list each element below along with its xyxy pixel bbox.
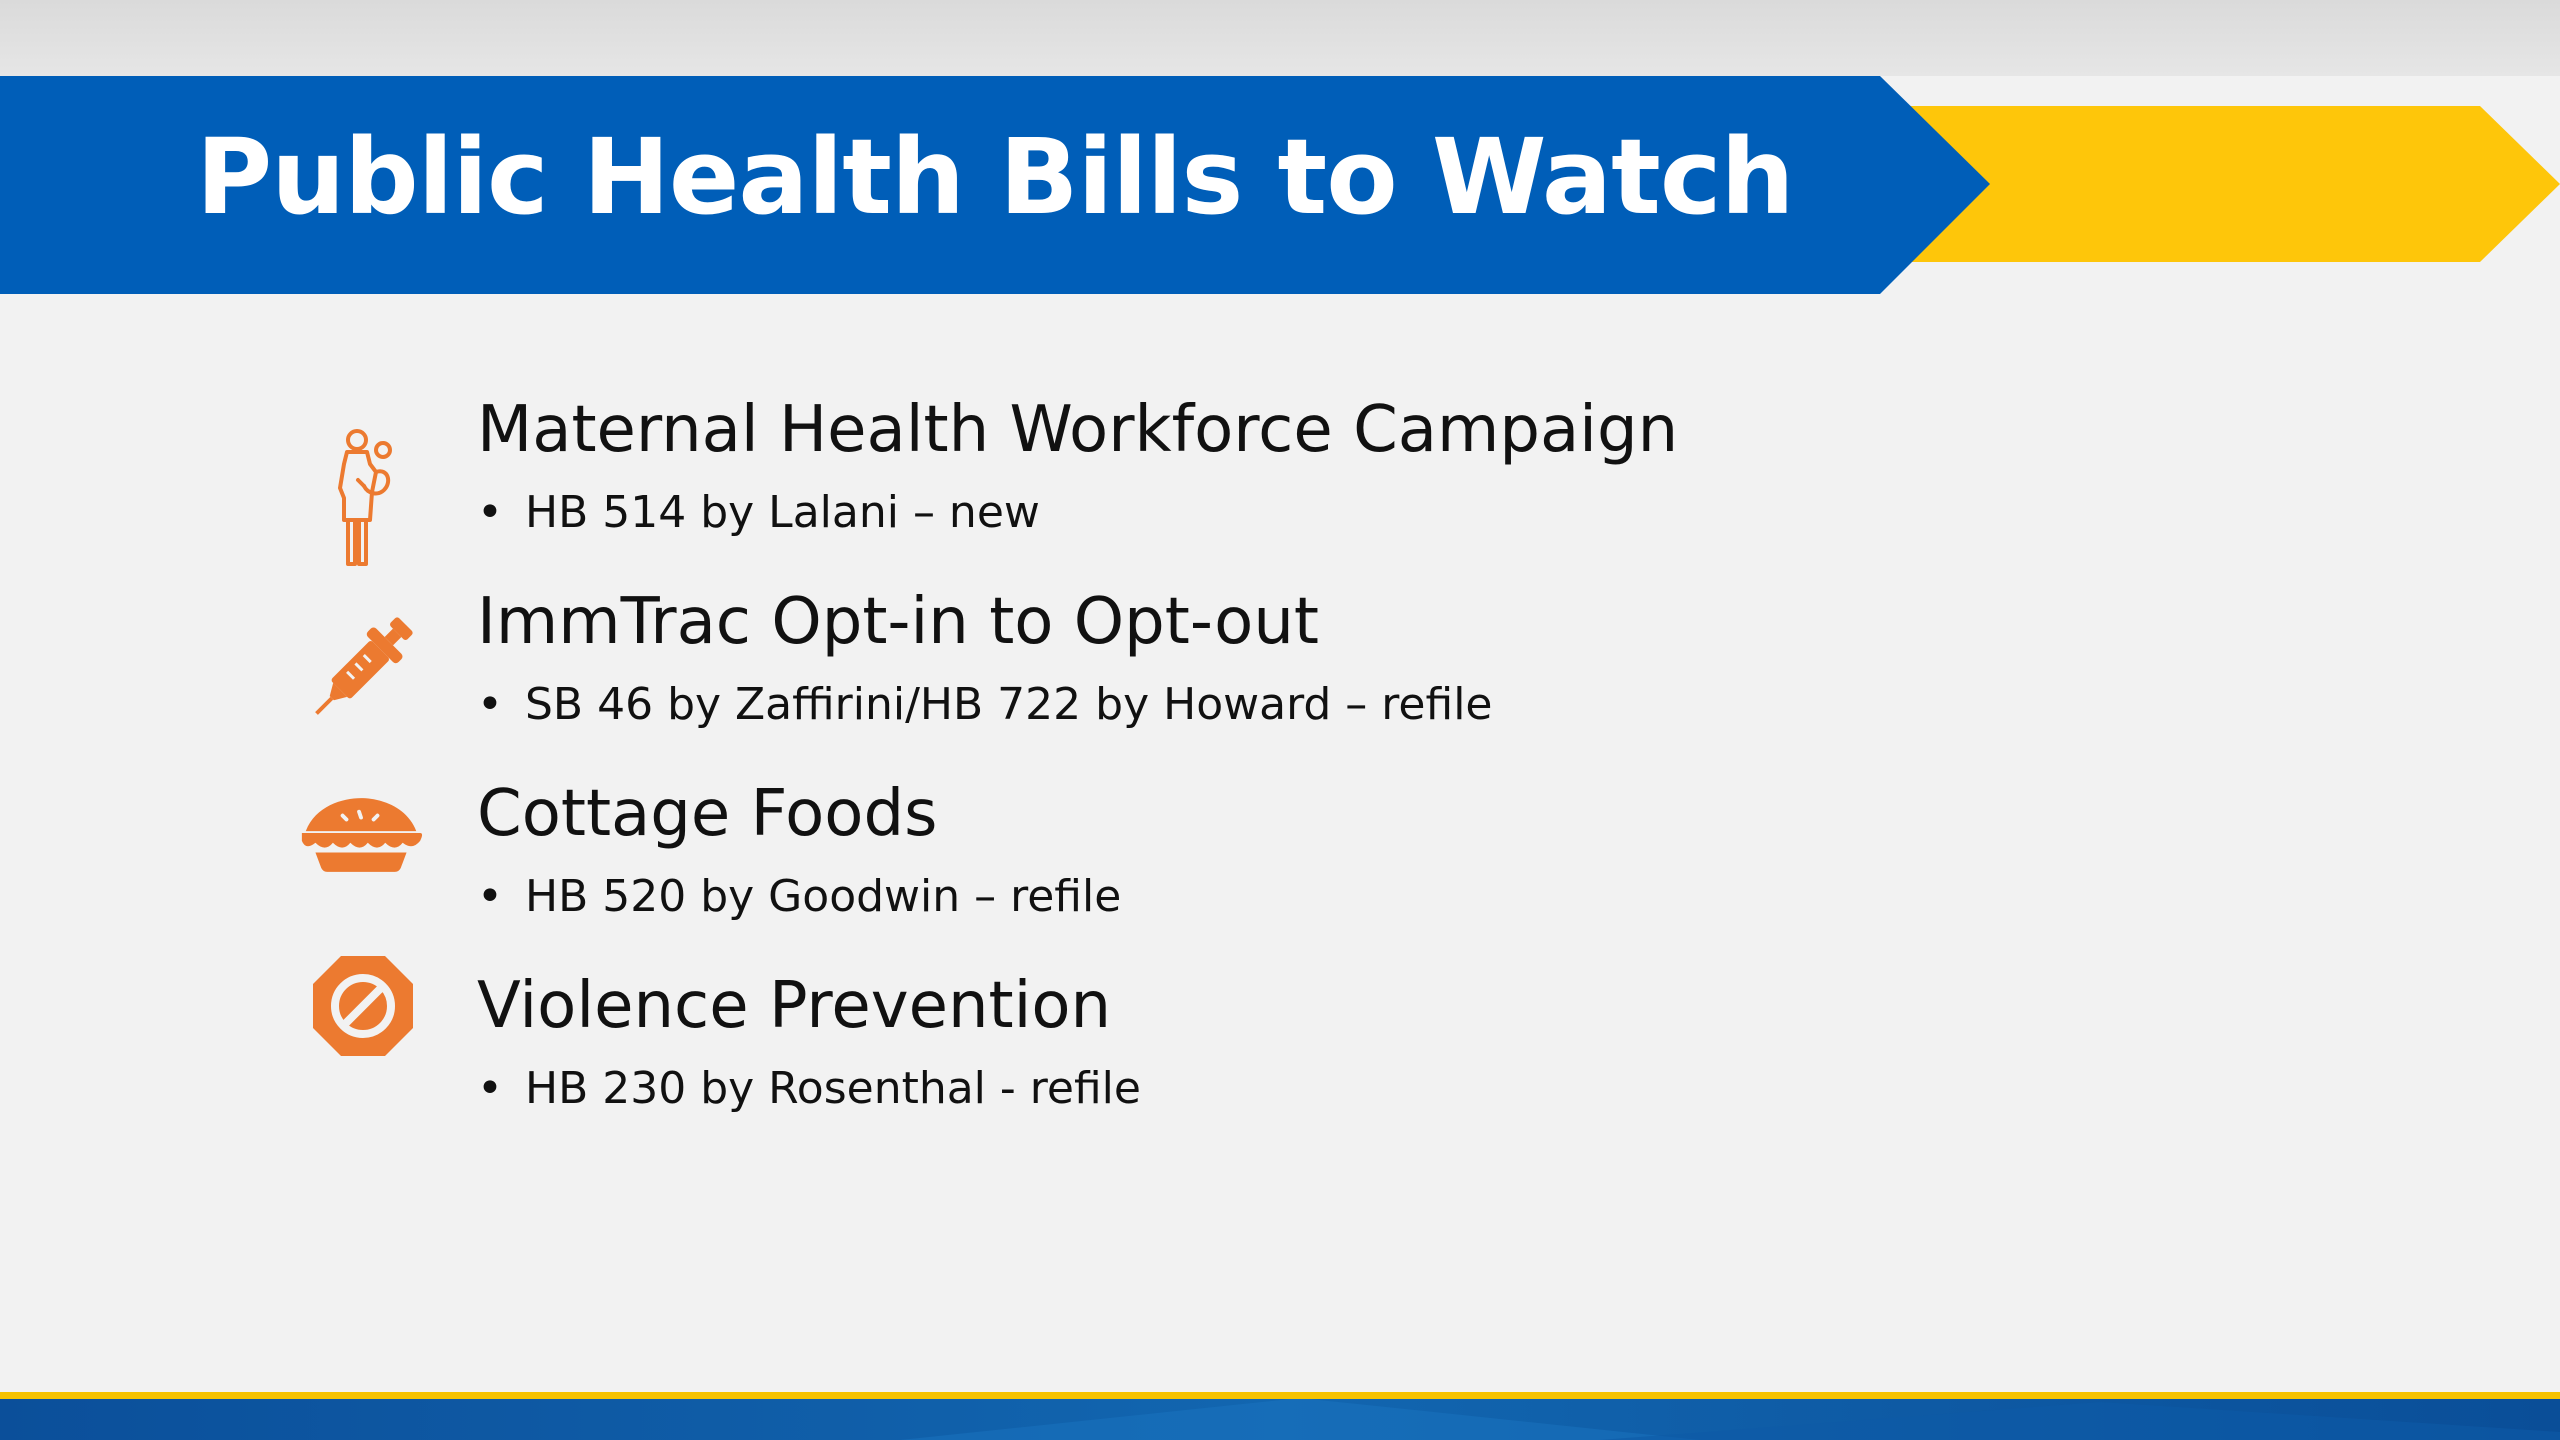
banner-blue-arrow xyxy=(0,76,1990,294)
pie-icon xyxy=(301,798,423,872)
bullet-marker: • xyxy=(477,871,503,922)
bill-text: HB 514 by Lalani – new xyxy=(525,487,1040,538)
top-strip xyxy=(0,0,2560,76)
banner-yellow-arrow xyxy=(1880,106,2560,262)
topic-item: ImmTrac Opt-in to Opt-out • SB 46 by Zaff… xyxy=(0,582,2560,774)
topic-item: Maternal Health Workforce Campaign • HB 5… xyxy=(0,390,2560,582)
topic-bullet: • HB 520 by Goodwin – refile xyxy=(477,866,1121,928)
topic-title: Violence Prevention xyxy=(477,969,1112,1043)
bill-text: HB 230 by Rosenthal - refile xyxy=(525,1063,1141,1114)
syringe-icon xyxy=(315,617,413,715)
topic-bullet: • SB 46 by Zaffirini/HB 722 by Howard – r… xyxy=(477,674,1492,736)
slide-title: Public Health Bills to Watch xyxy=(196,116,1795,238)
topic-item: Cottage Foods • HB 520 by Goodwin – refil… xyxy=(0,774,2560,966)
mother-and-baby-icon xyxy=(338,429,392,566)
topic-item: Violence Prevention • HB 230 by Rosenthal… xyxy=(0,956,2560,1158)
topic-bullet: • HB 230 by Rosenthal - refile xyxy=(477,1058,1141,1120)
bill-text: SB 46 by Zaffirini/HB 722 by Howard – re… xyxy=(525,679,1493,730)
topic-bullet: • HB 514 by Lalani – new xyxy=(477,482,1040,544)
prohibited-sign-icon xyxy=(313,956,413,1056)
topic-title: ImmTrac Opt-in to Opt-out xyxy=(477,585,1319,659)
title-banner xyxy=(0,76,2560,294)
topic-list: Maternal Health Workforce Campaign • HB 5… xyxy=(0,390,2560,1158)
footer-accent-line xyxy=(0,1392,2560,1399)
bullet-marker: • xyxy=(477,1063,503,1114)
footer-bar xyxy=(0,1392,2560,1440)
bill-text: HB 520 by Goodwin – refile xyxy=(525,871,1122,922)
topic-title: Cottage Foods xyxy=(477,777,938,851)
topic-title: Maternal Health Workforce Campaign xyxy=(477,393,1679,467)
bullet-marker: • xyxy=(477,487,503,538)
bullet-marker: • xyxy=(477,679,503,730)
